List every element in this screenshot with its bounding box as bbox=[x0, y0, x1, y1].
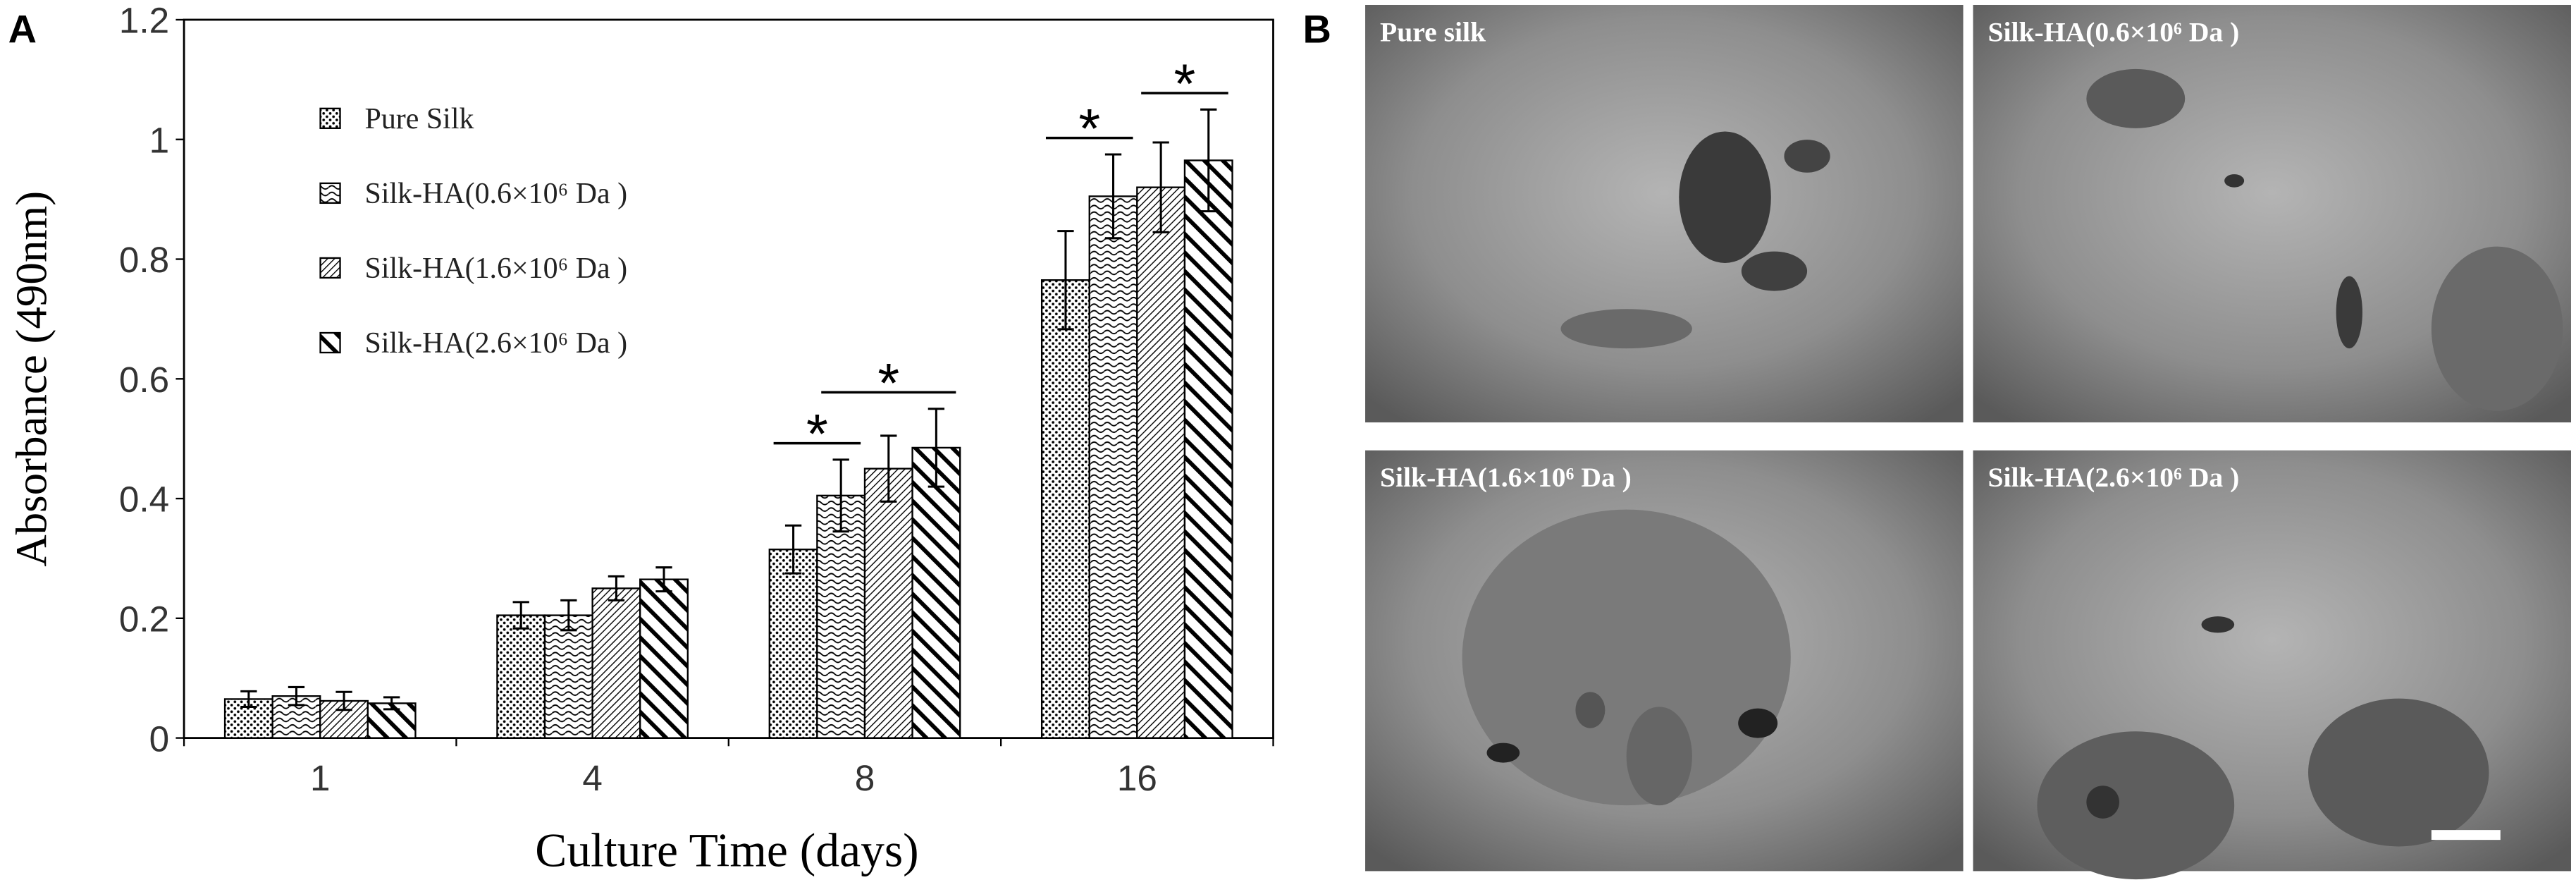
error-bar bbox=[655, 566, 672, 593]
y-tick-label: 0 bbox=[149, 719, 170, 759]
error-bar bbox=[1152, 141, 1169, 233]
image-label: Silk-HA(0.6×10⁶ Da ) bbox=[1988, 16, 2239, 47]
error-bar bbox=[335, 690, 352, 711]
image-label: Silk-HA(1.6×10⁶ Da ) bbox=[1380, 462, 1632, 493]
sem-image bbox=[1973, 450, 2571, 880]
sem-image bbox=[1365, 4, 1964, 423]
x-axis-title: Culture Time (days) bbox=[535, 824, 918, 876]
legend-label: Silk-HA(2.6×10⁶ Da ) bbox=[364, 327, 627, 360]
legend-swatch bbox=[319, 331, 341, 354]
error-bar bbox=[1104, 153, 1122, 240]
bar bbox=[1040, 279, 1090, 739]
y-tick-label: 1 bbox=[149, 120, 170, 160]
x-tick-label: 1 bbox=[310, 758, 331, 798]
error-bar bbox=[560, 599, 577, 632]
y-tick-label: 0.8 bbox=[119, 240, 169, 280]
legend-label: Silk-HA(1.6×10⁶ Da ) bbox=[364, 252, 627, 285]
image-label: Silk-HA(2.6×10⁶ Da ) bbox=[1988, 462, 2239, 493]
significance-mark: * bbox=[1174, 52, 1196, 115]
sem-images bbox=[1365, 4, 2571, 880]
image-label: Pure silk bbox=[1380, 16, 1486, 47]
bar bbox=[639, 578, 689, 739]
x-tick-label: 8 bbox=[855, 758, 875, 798]
bar bbox=[1136, 186, 1186, 739]
error-bar bbox=[1057, 230, 1074, 331]
significance-mark: * bbox=[1078, 97, 1100, 160]
bar bbox=[863, 468, 913, 739]
error-bar bbox=[512, 601, 529, 630]
legend-swatch bbox=[319, 257, 341, 279]
error-bar bbox=[880, 434, 897, 503]
error-bar bbox=[928, 408, 945, 488]
bar bbox=[768, 549, 818, 739]
bar bbox=[911, 446, 961, 739]
error-bar bbox=[608, 575, 625, 601]
error-bar bbox=[832, 458, 849, 533]
significance-mark: * bbox=[877, 351, 899, 414]
error-bar bbox=[383, 696, 400, 711]
bar bbox=[816, 494, 866, 739]
sem-image bbox=[1973, 4, 2571, 423]
significance-mark: * bbox=[806, 403, 828, 465]
legend-swatch bbox=[319, 182, 341, 204]
y-tick-label: 1.2 bbox=[119, 1, 169, 41]
legend-label: Silk-HA(0.6×10⁶ Da ) bbox=[364, 178, 627, 210]
panel-label: A bbox=[8, 7, 37, 51]
y-axis-title: Absorbance (490nm) bbox=[6, 191, 56, 567]
error-bar bbox=[1200, 108, 1217, 213]
bar bbox=[1088, 195, 1138, 739]
x-tick-label: 4 bbox=[582, 758, 603, 798]
error-bar bbox=[240, 690, 257, 708]
x-tick-label: 16 bbox=[1117, 758, 1157, 798]
y-tick-label: 0.4 bbox=[119, 479, 169, 520]
y-tick-label: 0.6 bbox=[119, 360, 169, 400]
bar bbox=[1183, 159, 1233, 739]
bar bbox=[591, 587, 641, 739]
error-bar bbox=[288, 685, 305, 707]
legend-label: Pure Silk bbox=[364, 103, 474, 135]
y-tick-label: 0.2 bbox=[119, 599, 169, 639]
panel-label: B bbox=[1302, 7, 1331, 51]
bar bbox=[496, 614, 546, 739]
sem-image bbox=[1365, 450, 1964, 872]
error-bar bbox=[784, 524, 802, 575]
bar bbox=[543, 614, 593, 739]
legend-swatch bbox=[319, 107, 341, 129]
